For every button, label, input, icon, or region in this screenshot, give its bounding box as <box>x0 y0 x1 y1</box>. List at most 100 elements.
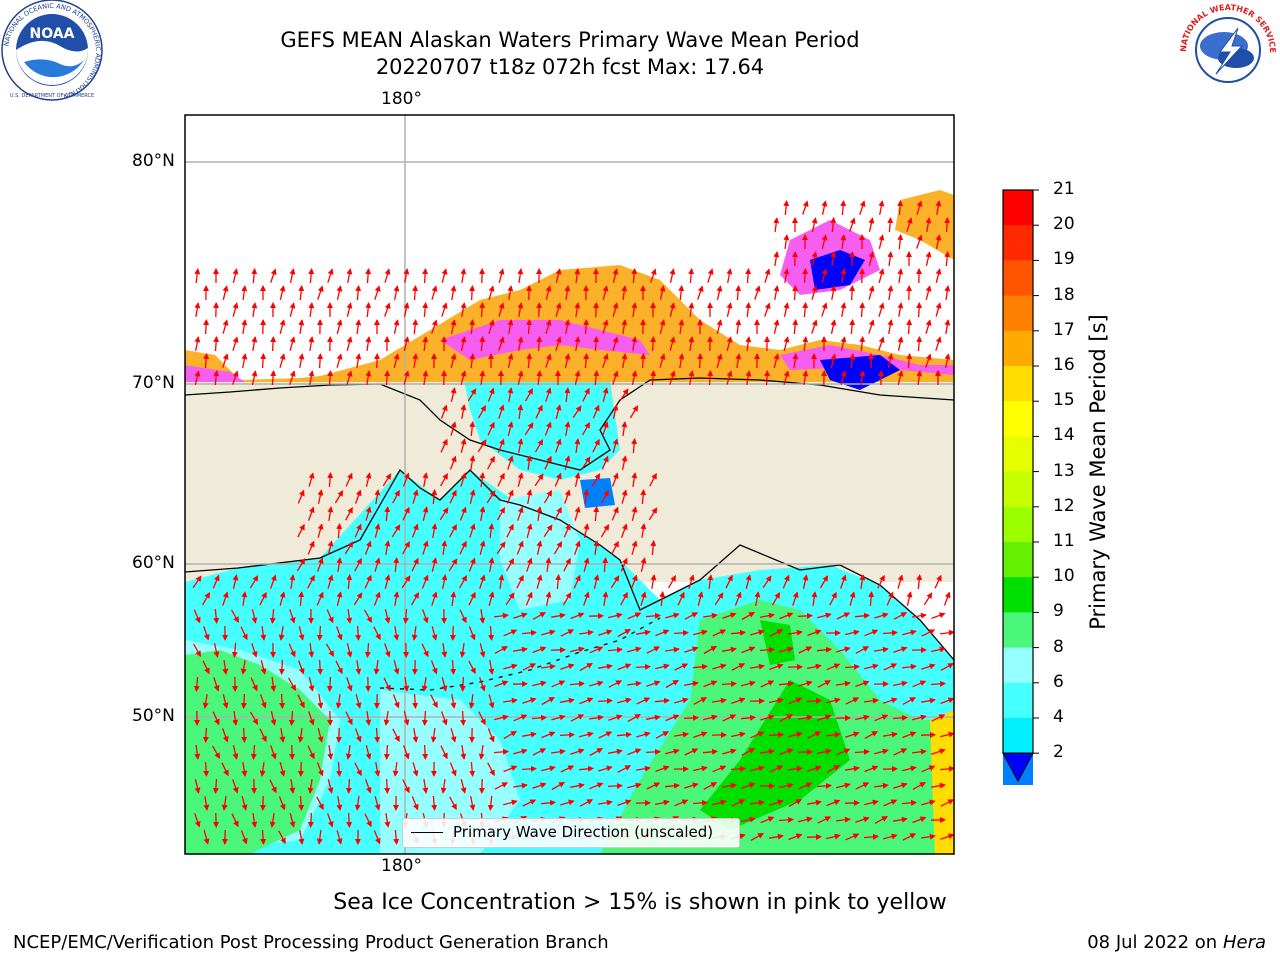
wave-arrow <box>783 234 790 249</box>
wave-arrow <box>754 285 761 300</box>
wave-arrow <box>383 677 391 692</box>
wave-arrow <box>650 540 657 556</box>
wave-arrow <box>308 268 315 284</box>
wave-arrow <box>712 799 727 806</box>
wave-arrow <box>325 643 335 657</box>
wave-arrow <box>802 336 809 351</box>
wave-arrow <box>692 799 708 806</box>
wave-arrow <box>336 830 343 845</box>
wave-arrow <box>269 574 277 589</box>
colorbar-tick-label: 18 <box>1053 284 1075 305</box>
wave-arrow <box>627 782 642 789</box>
wave-arrow <box>411 592 419 606</box>
wave-arrow <box>422 778 429 794</box>
wave-arrow <box>449 524 457 538</box>
edge-yellow <box>930 710 954 854</box>
colorbar-band <box>1003 436 1033 473</box>
wave-arrow <box>544 421 552 436</box>
wave-arrow <box>346 336 353 351</box>
wave-arrow <box>221 796 228 811</box>
wave-arrow <box>716 353 723 368</box>
wave-arrow <box>289 336 296 351</box>
wave-arrow <box>617 663 632 671</box>
wave-arrow <box>562 592 572 606</box>
wave-arrow <box>402 472 410 487</box>
wave-arrow <box>759 646 775 653</box>
wave-arrow <box>506 523 514 538</box>
wave-arrow <box>631 336 638 352</box>
wave-arrow <box>327 745 334 760</box>
wave-arrow <box>260 626 267 641</box>
wave-arrow <box>450 591 457 606</box>
wave-arrow <box>497 472 505 487</box>
wave-arrow <box>259 694 267 709</box>
wave-arrow <box>308 711 315 726</box>
wave-arrow <box>762 575 772 589</box>
wave-arrow <box>327 268 334 283</box>
wave-arrow <box>648 507 658 521</box>
wave-arrow <box>916 302 923 318</box>
wave-arrow <box>635 663 651 670</box>
sea-ice-note: Sea Ice Concentration > 15% is shown in … <box>333 890 947 915</box>
wave-arrow <box>307 574 315 589</box>
wave-arrow <box>912 680 927 688</box>
wave-arrow <box>684 782 699 789</box>
wave-arrow <box>826 663 841 671</box>
wave-arrow <box>611 472 619 487</box>
wave-arrow <box>507 285 514 301</box>
wave-arrow <box>855 680 870 688</box>
wave-arrow <box>469 795 476 811</box>
wave-arrow <box>665 612 680 619</box>
wave-arrow <box>365 745 372 760</box>
wave-arrow <box>788 765 803 772</box>
wave-arrow <box>505 592 515 606</box>
wave-arrow <box>665 714 680 722</box>
wave-arrow <box>597 663 613 670</box>
wave-arrow <box>902 629 917 636</box>
wave-arrow <box>479 609 486 624</box>
wave-arrow <box>619 388 629 402</box>
wave-arrow <box>612 370 619 385</box>
wave-arrow <box>921 765 936 773</box>
wave-arrow <box>944 251 951 267</box>
colorbar-band <box>1003 577 1033 613</box>
wave-arrow <box>421 710 428 726</box>
wave-arrow <box>392 489 400 504</box>
ocean-light-patch-2 <box>380 690 520 854</box>
wave-arrow <box>297 523 305 538</box>
wave-arrow <box>517 336 524 351</box>
wave-arrow <box>532 782 547 789</box>
wave-arrow <box>573 574 581 589</box>
colorbar-tick-label: 4 <box>1053 707 1064 727</box>
wave-arrow <box>602 591 609 607</box>
wave-arrow <box>627 680 642 687</box>
wave-arrow <box>345 472 353 487</box>
wave-arrow <box>688 336 695 352</box>
wave-arrow <box>906 591 913 606</box>
wave-arrow <box>468 557 476 572</box>
wave-arrow <box>468 591 476 606</box>
wave-arrow <box>555 438 562 453</box>
wave-arrow <box>327 506 334 522</box>
wave-arrow <box>731 799 746 807</box>
map-subtitle: 20220707 t18z 072h fcst Max: 17.64 <box>375 55 765 79</box>
wave-arrow <box>550 612 566 619</box>
wave-arrow <box>645 748 661 755</box>
wave-arrow <box>807 731 822 739</box>
wave-arrow <box>901 799 917 806</box>
wave-arrow <box>569 782 585 789</box>
wave-arrow <box>213 643 220 658</box>
wave-arrow <box>393 829 400 845</box>
ice-blue-patch-2 <box>580 478 615 508</box>
wave-arrow <box>270 711 277 726</box>
wave-arrow <box>944 285 951 300</box>
wave-arrow <box>203 795 210 811</box>
wave-arrow <box>450 285 457 301</box>
wave-arrow <box>826 799 841 807</box>
wave-arrow <box>649 472 657 487</box>
wave-arrow <box>541 765 556 772</box>
wave-arrow <box>906 319 913 335</box>
wave-arrow <box>673 731 689 738</box>
wave-arrow <box>703 680 718 688</box>
wave-arrow <box>260 829 267 845</box>
